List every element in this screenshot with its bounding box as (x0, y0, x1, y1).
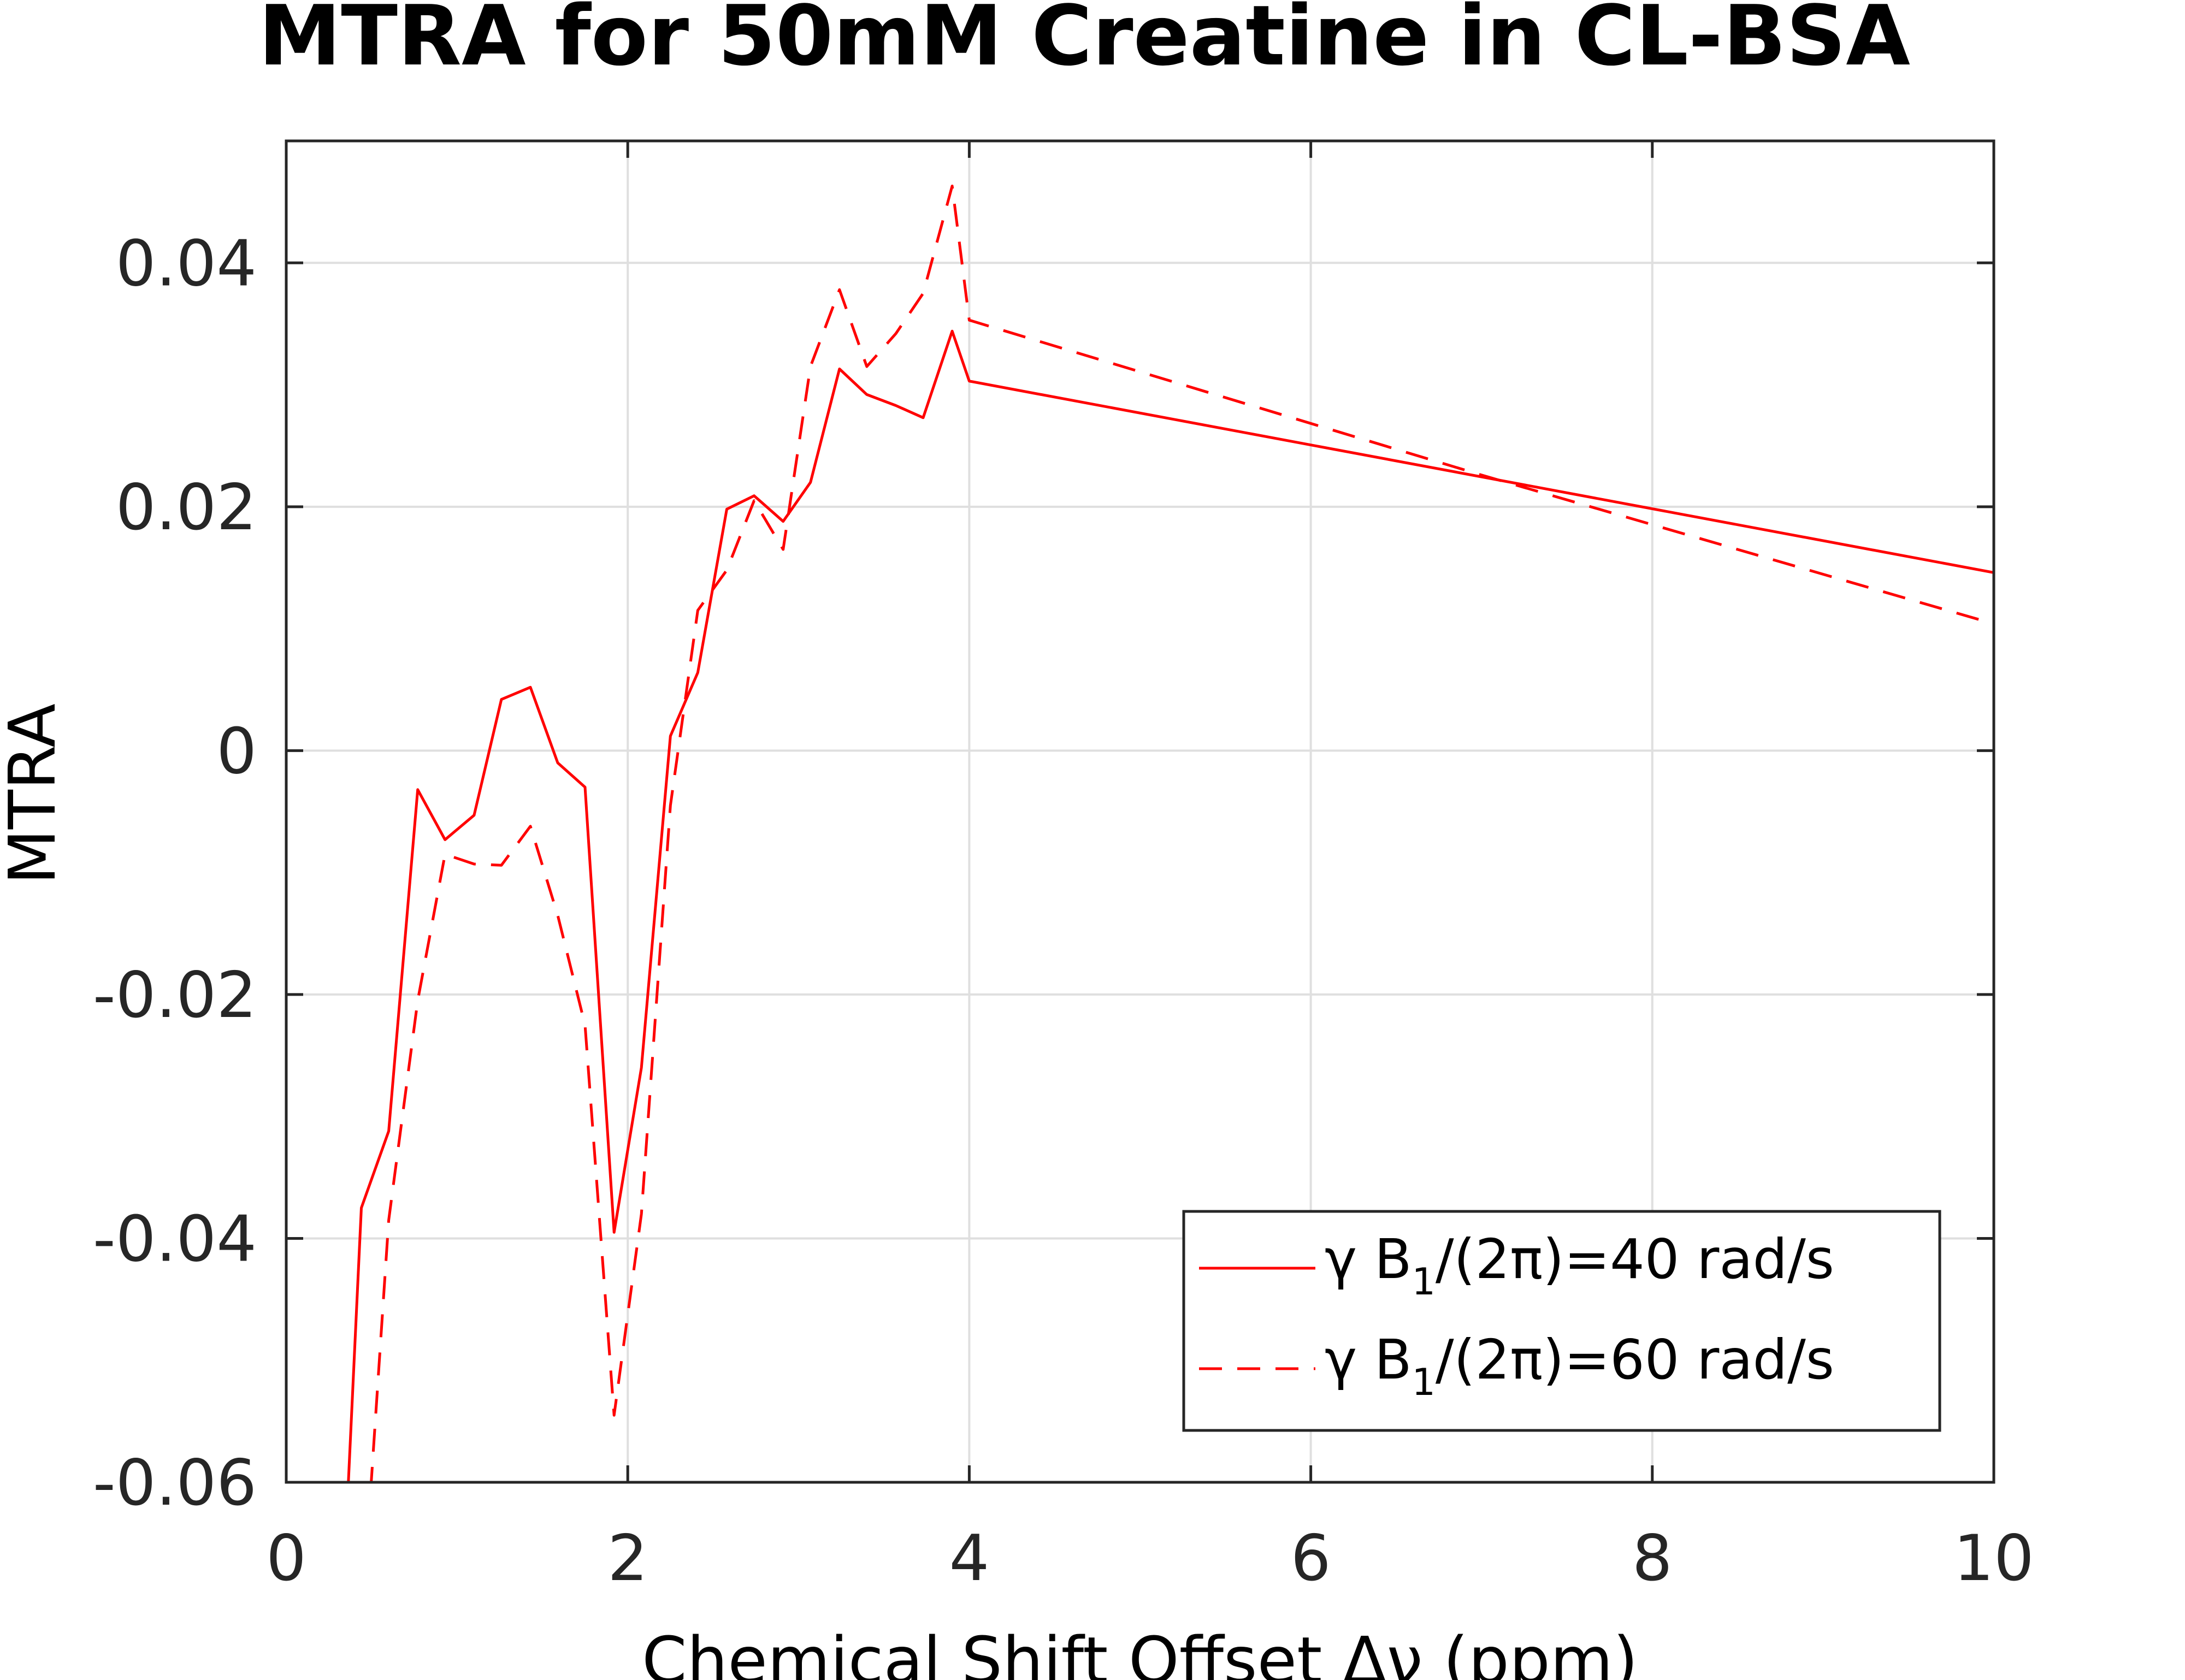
y-tick-label: -0.02 (93, 959, 257, 1032)
y-tick-label: 0.04 (116, 227, 257, 300)
y-axis-label: MTRA (0, 703, 70, 885)
series-line-solid (347, 329, 1994, 1482)
legend-label-60-subscript: 1 (1412, 1361, 1436, 1404)
series-line-dashed (370, 185, 1994, 1482)
tick-labels: 0 2 4 6 8 10 -0.06 -0.04 -0.02 0 0.02 0.04 (93, 227, 2034, 1595)
axis-ticks (285, 141, 1995, 1484)
chart-title: MTRA for 50mM Creatine in CL-BSA (258, 0, 1910, 84)
x-tick-label: 0 (266, 1522, 306, 1595)
legend-box (1182, 1210, 1941, 1432)
legend-label-60: γ B1/(2π)=60 rad/s (1325, 1328, 1834, 1404)
legend: γ B1/(2π)=40 rad/s γ B1/(2π)=60 rad/s (1182, 1210, 1941, 1432)
x-tick-label: 2 (607, 1522, 648, 1595)
legend-label-60-rest: /(2π)=60 rad/s (1436, 1328, 1834, 1392)
y-tick-label: -0.06 (93, 1446, 257, 1520)
legend-label-40-rest: /(2π)=40 rad/s (1436, 1227, 1834, 1291)
series-layer (347, 185, 1994, 1482)
legend-label-40: γ B1/(2π)=40 rad/s (1325, 1227, 1834, 1304)
plot-frame (285, 139, 1995, 1484)
x-tick-label: 10 (1953, 1522, 2034, 1595)
x-tick-label: 8 (1632, 1522, 1673, 1595)
y-tick-label: 0.02 (116, 471, 257, 545)
legend-label-40-subscript: 1 (1412, 1261, 1436, 1304)
x-axis-label: Chemical Shift Offset Δν (ppm) (642, 1623, 1638, 1680)
legend-label-60-main: γ B (1325, 1328, 1412, 1392)
y-tick-label: 0 (216, 714, 257, 788)
x-tick-label: 4 (949, 1522, 989, 1595)
x-tick-label: 6 (1291, 1522, 1331, 1595)
legend-label-40-main: γ B (1325, 1227, 1412, 1291)
y-tick-label: -0.04 (93, 1202, 257, 1276)
